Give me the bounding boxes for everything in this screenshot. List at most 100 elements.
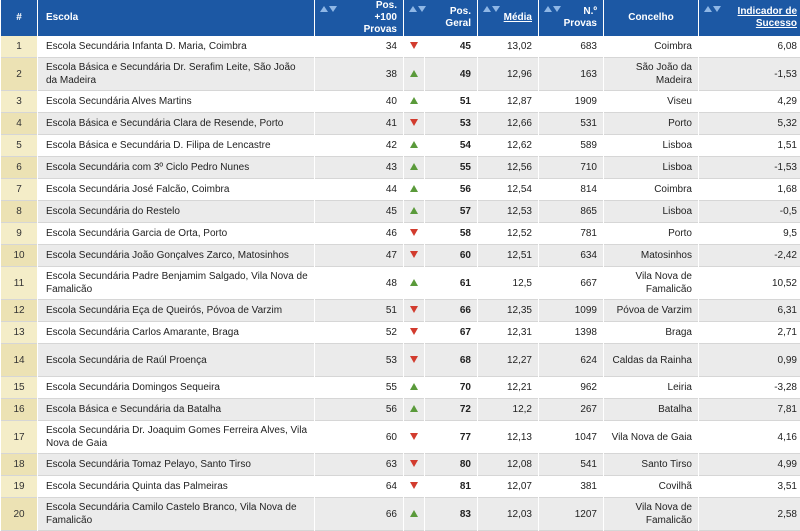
pos-geral-cell: 60 <box>425 245 477 267</box>
indicador-cell: 1,51 <box>699 135 800 157</box>
indicador-cell: 6,31 <box>699 300 800 322</box>
table-row[interactable]: 6 Escola Secundária com 3º Ciclo Pedro Nu… <box>1 157 800 179</box>
nprovas-cell: 865 <box>539 201 603 223</box>
column-header-rank[interactable]: # <box>1 0 37 36</box>
concelho-cell: Póvoa de Varzim <box>604 300 698 322</box>
table-row[interactable]: 20 Escola Secundária Camilo Castelo Branc… <box>1 498 800 531</box>
sort-arrows-icon[interactable] <box>704 6 721 12</box>
arrow-up-icon <box>410 97 418 104</box>
pos-geral-cell: 72 <box>425 399 477 421</box>
trend-cell <box>404 322 424 344</box>
sort-arrows-icon[interactable] <box>544 6 561 12</box>
rank-cell: 2 <box>1 58 37 91</box>
indicador-cell: 6,08 <box>699 36 800 58</box>
trend-cell <box>404 267 424 300</box>
table-row[interactable]: 4 Escola Básica e Secundária Clara de Res… <box>1 113 800 135</box>
school-name-cell: Escola Básica e Secundária Clara de Rese… <box>38 113 314 135</box>
concelho-cell: Viseu <box>604 91 698 113</box>
concelho-cell: Coimbra <box>604 179 698 201</box>
rank-cell: 14 <box>1 344 37 377</box>
pos100-cell: 53 <box>315 344 403 377</box>
rank-cell: 17 <box>1 421 37 454</box>
media-cell: 12,5 <box>478 267 538 300</box>
pos100-cell: 64 <box>315 476 403 498</box>
nprovas-cell: 541 <box>539 454 603 476</box>
table-row[interactable]: 2 Escola Básica e Secundária Dr. Serafim … <box>1 58 800 91</box>
rank-cell: 3 <box>1 91 37 113</box>
rank-cell: 9 <box>1 223 37 245</box>
column-header-school[interactable]: Escola <box>38 0 314 36</box>
column-label: N.º Provas <box>563 6 597 29</box>
nprovas-cell: 683 <box>539 36 603 58</box>
column-label: # <box>16 12 22 23</box>
pos100-cell: 43 <box>315 157 403 179</box>
table-row[interactable]: 17 Escola Secundária Dr. Joaquim Gomes Fe… <box>1 421 800 454</box>
nprovas-cell: 962 <box>539 377 603 399</box>
table-row[interactable]: 18 Escola Secundária Tomaz Pelayo, Santo … <box>1 454 800 476</box>
pos-geral-cell: 66 <box>425 300 477 322</box>
media-cell: 12,21 <box>478 377 538 399</box>
indicador-cell: 10,52 <box>699 267 800 300</box>
table-row[interactable]: 10 Escola Secundária João Gonçalves Zarco… <box>1 245 800 267</box>
table-row[interactable]: 8 Escola Secundária do Restelo 45 57 12,53 86… <box>1 201 800 223</box>
arrow-down-icon <box>410 432 418 440</box>
table-row[interactable]: 7 Escola Secundária José Falcão, Coimbra 4… <box>1 179 800 201</box>
sort-arrows-icon[interactable] <box>483 6 500 12</box>
nprovas-cell: 1398 <box>539 322 603 344</box>
column-label: Indicador de Sucesso <box>737 6 797 29</box>
table-row[interactable]: 14 Escola Secundária de Raúl Proença 53 68 1… <box>1 344 800 377</box>
table-row[interactable]: 5 Escola Básica e Secundária D. Filipa de… <box>1 135 800 157</box>
table-row[interactable]: 12 Escola Secundária Eça de Queirós, Póvo… <box>1 300 800 322</box>
indicador-cell: 4,16 <box>699 421 800 454</box>
table-row[interactable]: 1 Escola Secundária Infanta D. Maria, Coi… <box>1 36 800 58</box>
rank-cell: 20 <box>1 498 37 531</box>
nprovas-cell: 163 <box>539 58 603 91</box>
table-row[interactable]: 16 Escola Básica e Secundária da Batalha 5… <box>1 399 800 421</box>
sort-arrows-icon[interactable] <box>409 6 426 12</box>
media-cell: 12,35 <box>478 300 538 322</box>
school-name-cell: Escola Secundária com 3º Ciclo Pedro Nun… <box>38 157 314 179</box>
media-cell: 12,2 <box>478 399 538 421</box>
pos100-cell: 66 <box>315 498 403 531</box>
pos-geral-cell: 61 <box>425 267 477 300</box>
pos-geral-cell: 45 <box>425 36 477 58</box>
trend-cell <box>404 91 424 113</box>
sort-arrows-icon[interactable] <box>320 6 337 12</box>
pos-geral-cell: 58 <box>425 223 477 245</box>
table-row[interactable]: 9 Escola Secundária Garcia de Orta, Porto… <box>1 223 800 245</box>
nprovas-cell: 1099 <box>539 300 603 322</box>
pos-geral-cell: 51 <box>425 91 477 113</box>
pos-geral-cell: 55 <box>425 157 477 179</box>
concelho-cell: Vila Nova de Famalicão <box>604 267 698 300</box>
pos-geral-cell: 49 <box>425 58 477 91</box>
media-cell: 12,03 <box>478 498 538 531</box>
school-name-cell: Escola Secundária de Raúl Proença <box>38 344 314 377</box>
pos100-cell: 52 <box>315 322 403 344</box>
trend-cell <box>404 58 424 91</box>
arrow-down-icon <box>410 328 418 335</box>
indicador-cell: 7,81 <box>699 399 800 421</box>
table-row[interactable]: 19 Escola Secundária Quinta das Palmeiras… <box>1 476 800 498</box>
column-header-pos-geral[interactable]: Pos. Geral <box>404 0 477 36</box>
column-header-media[interactable]: Média <box>478 0 538 36</box>
column-header-concelho[interactable]: Concelho <box>604 0 698 36</box>
table-row[interactable]: 15 Escola Secundária Domingos Sequeira 55 7… <box>1 377 800 399</box>
concelho-cell: Matosinhos <box>604 245 698 267</box>
rank-cell: 4 <box>1 113 37 135</box>
trend-cell <box>404 201 424 223</box>
arrow-up-icon <box>410 69 418 77</box>
table-row[interactable]: 3 Escola Secundária Alves Martins 40 51 12,8… <box>1 91 800 113</box>
table-row[interactable]: 13 Escola Secundária Carlos Amarante, Bra… <box>1 322 800 344</box>
concelho-cell: Caldas da Rainha <box>604 344 698 377</box>
trend-cell <box>404 245 424 267</box>
column-header-pos100[interactable]: Pos. +100 Provas <box>315 0 403 36</box>
media-cell: 12,08 <box>478 454 538 476</box>
table-row[interactable]: 11 Escola Secundária Padre Benjamim Salga… <box>1 267 800 300</box>
arrow-up-icon <box>410 185 418 192</box>
arrow-up-icon <box>410 383 418 390</box>
nprovas-cell: 1909 <box>539 91 603 113</box>
concelho-cell: Santo Tirso <box>604 454 698 476</box>
column-header-nprovas[interactable]: N.º Provas <box>539 0 603 36</box>
concelho-cell: Porto <box>604 113 698 135</box>
column-header-indicador[interactable]: Indicador de Sucesso <box>699 0 800 36</box>
